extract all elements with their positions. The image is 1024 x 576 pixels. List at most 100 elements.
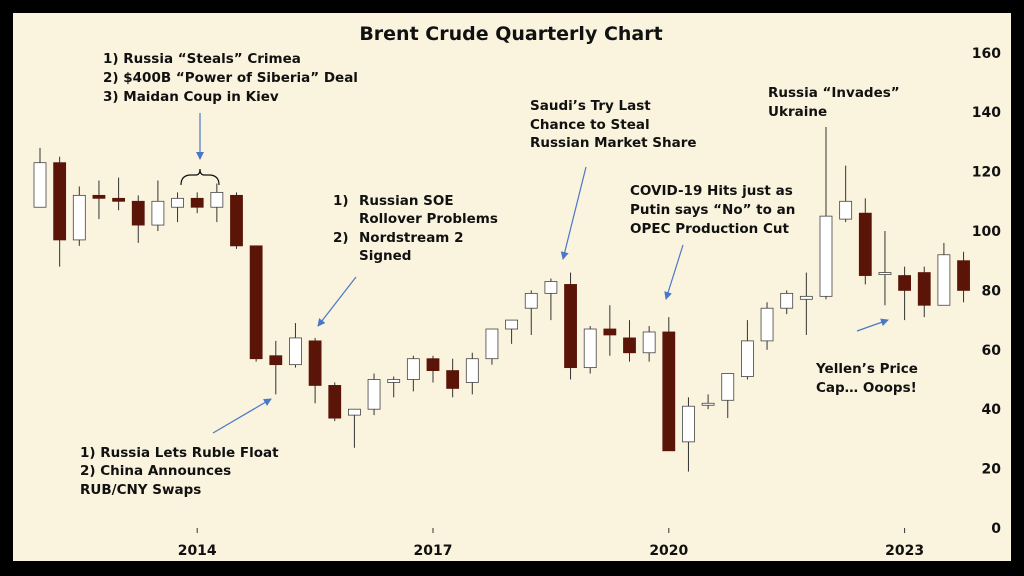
y-tick-label: 140 (972, 105, 1001, 121)
annotation-line: Chance to Steal (530, 117, 650, 133)
annotation-line: Cap… Ooops! (816, 380, 917, 396)
candle (603, 305, 617, 356)
candle (819, 127, 833, 300)
annotation-line: Nordstream 2 (359, 230, 463, 246)
candle-body-up (583, 328, 597, 369)
candle-body-down (446, 370, 460, 389)
annotation-line: Russian SOE (359, 193, 454, 209)
candle-body-up (485, 328, 499, 360)
arrow-price-cap (856, 318, 889, 332)
candle-body-up (878, 272, 892, 275)
candle (917, 266, 931, 318)
candle-body-down (957, 260, 970, 291)
chart-title: Brent Crude Quarterly Chart (359, 23, 662, 45)
candle (878, 231, 892, 306)
candle-body-up (465, 358, 479, 383)
candle (505, 319, 519, 344)
candle-body-up (151, 200, 165, 226)
candle (485, 328, 499, 365)
candle (249, 245, 263, 362)
candle (308, 337, 322, 404)
candle-body-up (760, 307, 774, 342)
candle (33, 147, 47, 208)
annotation-line: 2) China Announces (80, 463, 231, 479)
candle (171, 192, 184, 223)
candle (898, 266, 911, 321)
candle-body-down (249, 245, 263, 360)
x-tick-label: 2020 (649, 543, 688, 559)
annotation-line: Yellen’s Price (815, 361, 918, 377)
candle-body-up (682, 405, 695, 443)
candles-group (33, 127, 970, 472)
x-axis-ticks: 2014 2017 2020 2023 (178, 528, 924, 559)
y-tick-label: 80 (982, 283, 1002, 299)
y-tick-label: 0 (991, 521, 1001, 537)
candle-body-down (898, 275, 911, 291)
candle-body-up (701, 402, 715, 406)
candle (289, 323, 302, 368)
candle-body-up (505, 319, 519, 330)
candle (524, 290, 538, 335)
y-tick-label: 120 (972, 165, 1001, 181)
candle-body-up (367, 379, 381, 410)
candle-body-up (799, 295, 813, 300)
candle (839, 165, 853, 223)
candle (426, 355, 440, 383)
annotation-line: 2) $400B “Power of Siberia” Deal (103, 70, 358, 86)
y-tick-label: 100 (972, 224, 1001, 240)
candle (780, 290, 794, 315)
candle (387, 376, 401, 398)
candle-body-down (112, 197, 125, 202)
candle (583, 326, 597, 374)
candle (151, 180, 165, 231)
y-tick-label: 60 (982, 343, 1002, 359)
candle-body-down (308, 340, 322, 386)
candle-body-up (171, 197, 184, 208)
annotation-line: 1) Russia Lets Ruble Float (80, 445, 279, 461)
candle-body-down (92, 194, 106, 199)
candle (642, 326, 656, 362)
candle-body-down (858, 212, 872, 276)
annotation-soe-rollover: 1) Russian SOE Rollover Problems 2) Nord… (333, 193, 498, 264)
candle-body-down (230, 194, 243, 247)
candle (367, 373, 381, 416)
candle (112, 177, 125, 211)
candle (662, 317, 676, 452)
candle (72, 186, 86, 246)
annotation-line: OPEC Production Cut (630, 221, 789, 237)
annotation-line: Saudi’s Try Last (530, 98, 651, 114)
annotation-line: 1) Russia “Steals” Crimea (103, 51, 301, 67)
annotation-line: Signed (359, 248, 411, 264)
candle (682, 397, 695, 472)
candle-body-up (721, 373, 735, 401)
annotation-ukraine: Russia “Invades” Ukraine (768, 85, 900, 120)
y-tick-label: 20 (982, 462, 1002, 478)
annotation-line: 2) (333, 230, 349, 246)
brent-candlestick-chart: Brent Crude Quarterly Chart 0 20 40 60 80 100… (33, 23, 1001, 559)
annotation-crimea: 1) Russia “Steals” Crimea 2) $400B “Powe… (103, 51, 358, 105)
x-tick-label: 2017 (414, 543, 453, 559)
annotation-covid: COVID-19 Hits just as Putin says “No” to… (630, 183, 795, 237)
candle (53, 156, 67, 267)
candle-body-down (328, 385, 342, 419)
annotation-ruble-float: 1) Russia Lets Ruble Float 2) China Anno… (80, 445, 279, 498)
candle (957, 251, 970, 303)
candle-body-down (917, 272, 931, 306)
candle (623, 320, 636, 362)
arrow-covid (664, 244, 684, 300)
annotation-line: 3) Maidan Coup in Kiev (103, 89, 279, 105)
candle-body-down (190, 197, 204, 208)
candle-body-up (937, 254, 951, 306)
candle (544, 278, 558, 321)
candle-body-up (33, 162, 47, 208)
annotation-line: RUB/CNY Swaps (80, 482, 201, 498)
annotation-line: Russian Market Share (530, 135, 697, 151)
candle-body-up (642, 331, 656, 354)
candle (721, 373, 735, 419)
brace-crimea (180, 168, 220, 186)
y-axis-ticks: 0 20 40 60 80 100 120 140 160 (972, 46, 1001, 537)
annotation-saudi: Saudi’s Try Last Chance to Steal Russian… (530, 98, 697, 151)
candle (858, 198, 872, 285)
annotation-line: Ukraine (768, 104, 827, 120)
candle-body-up (819, 215, 833, 297)
